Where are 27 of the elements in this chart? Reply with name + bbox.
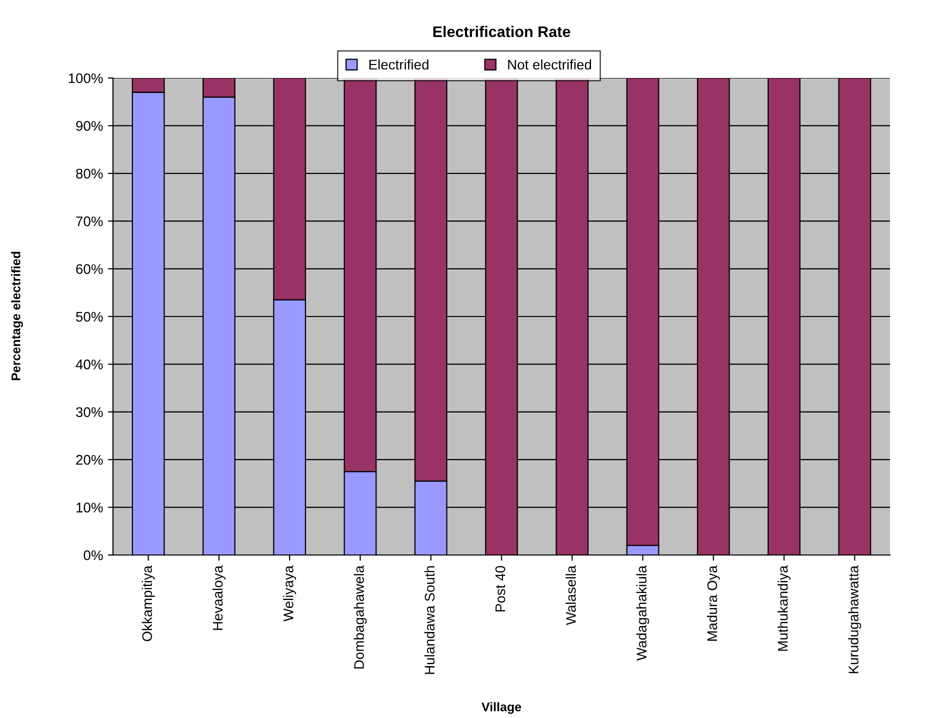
x-tick-label: Muthukandiya — [778, 565, 791, 651]
y-axis-title: Percentage electrified — [11, 252, 23, 380]
y-tick-label: 0% — [84, 550, 103, 560]
x-tick-label: Madura Oya — [706, 565, 720, 641]
y-tick-label: 30% — [76, 407, 103, 418]
y-tick-label: 40% — [76, 360, 103, 370]
x-tick-label: Weliyaya — [283, 565, 296, 622]
y-tick-label: 90% — [76, 121, 103, 131]
x-tick-label: Dombagahawela — [354, 565, 367, 669]
y-tick-label: 50% — [76, 312, 103, 322]
y-tick-label: 100% — [68, 73, 103, 84]
chart-title: Electrification Rate — [433, 26, 570, 38]
y-tick-label: 20% — [76, 454, 103, 465]
y-tick-label: 80% — [76, 168, 103, 179]
legend-label: Electrified — [369, 59, 428, 70]
legend-label: Not electrified — [508, 59, 592, 70]
x-tick-label: Okkampitiya — [142, 565, 155, 642]
y-tick-label: 10% — [76, 502, 103, 512]
x-tick-label: Walasella — [566, 565, 576, 626]
x-tick-label: Post 40 — [495, 566, 506, 612]
x-tick-label: Hevaaloya — [212, 565, 226, 630]
y-tick-label: 70% — [76, 216, 103, 226]
x-tick-label: Kurudugahawatta — [848, 565, 862, 674]
x-tick-label: Wadagahakiula — [636, 565, 650, 661]
x-axis-title: Village — [482, 702, 522, 714]
x-tick-label: Hulandawa South — [424, 566, 435, 674]
y-tick-label: 60% — [76, 264, 103, 274]
